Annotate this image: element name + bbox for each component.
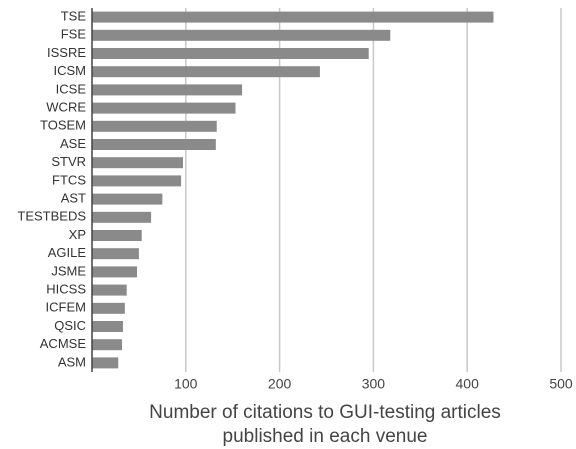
y-tick-label: ICFEM — [46, 300, 86, 315]
y-tick-label: WCRE — [46, 100, 86, 115]
y-tick-label: TSE — [61, 9, 87, 24]
bar — [92, 29, 391, 41]
y-tick-label: FTCS — [52, 172, 86, 187]
y-tick-label: ICSE — [56, 81, 87, 96]
bar — [92, 284, 127, 296]
bar — [92, 48, 369, 59]
y-tick-label: TOSEM — [40, 118, 86, 133]
bar — [92, 193, 163, 205]
y-tick-label: QSIC — [54, 318, 86, 333]
y-tick-label: STVR — [51, 154, 86, 169]
y-tick-label: JSME — [51, 263, 86, 278]
y-tick-label: FSE — [61, 27, 87, 42]
bar — [92, 175, 182, 187]
bar — [92, 339, 123, 351]
y-tick-label: XP — [69, 227, 86, 242]
x-tick-label: 500 — [549, 376, 573, 392]
y-tick-label: ASE — [60, 136, 86, 151]
x-tick-label: 400 — [456, 376, 480, 392]
bar — [92, 266, 138, 278]
y-tick-label: ASM — [58, 354, 86, 369]
bar — [92, 248, 139, 260]
y-tick-label: AGILE — [48, 245, 87, 260]
bar — [92, 357, 119, 369]
y-tick-label: ISSRE — [47, 45, 86, 60]
y-tick-label: HICSS — [46, 282, 86, 297]
x-tick-label: 100 — [174, 376, 198, 392]
bar — [92, 230, 142, 241]
y-tick-label: ACMSE — [40, 336, 87, 351]
y-tick-label: ICSM — [54, 63, 87, 78]
bar — [92, 321, 123, 332]
bar — [92, 11, 494, 23]
bar — [92, 157, 183, 169]
y-tick-label: TESTBEDS — [17, 209, 86, 224]
x-axis-label: Number of citations to GUI-testing artic… — [149, 402, 501, 423]
bar — [92, 84, 243, 96]
bar — [92, 102, 236, 114]
y-tick-label: AST — [61, 191, 86, 206]
x-tick-label: 300 — [362, 376, 386, 392]
bar — [92, 139, 216, 150]
bar — [92, 66, 320, 78]
x-tick-label: 200 — [268, 376, 292, 392]
bar — [92, 302, 125, 314]
bar — [92, 120, 217, 132]
bar — [92, 211, 152, 223]
x-axis-label: published in each venue — [223, 426, 428, 447]
